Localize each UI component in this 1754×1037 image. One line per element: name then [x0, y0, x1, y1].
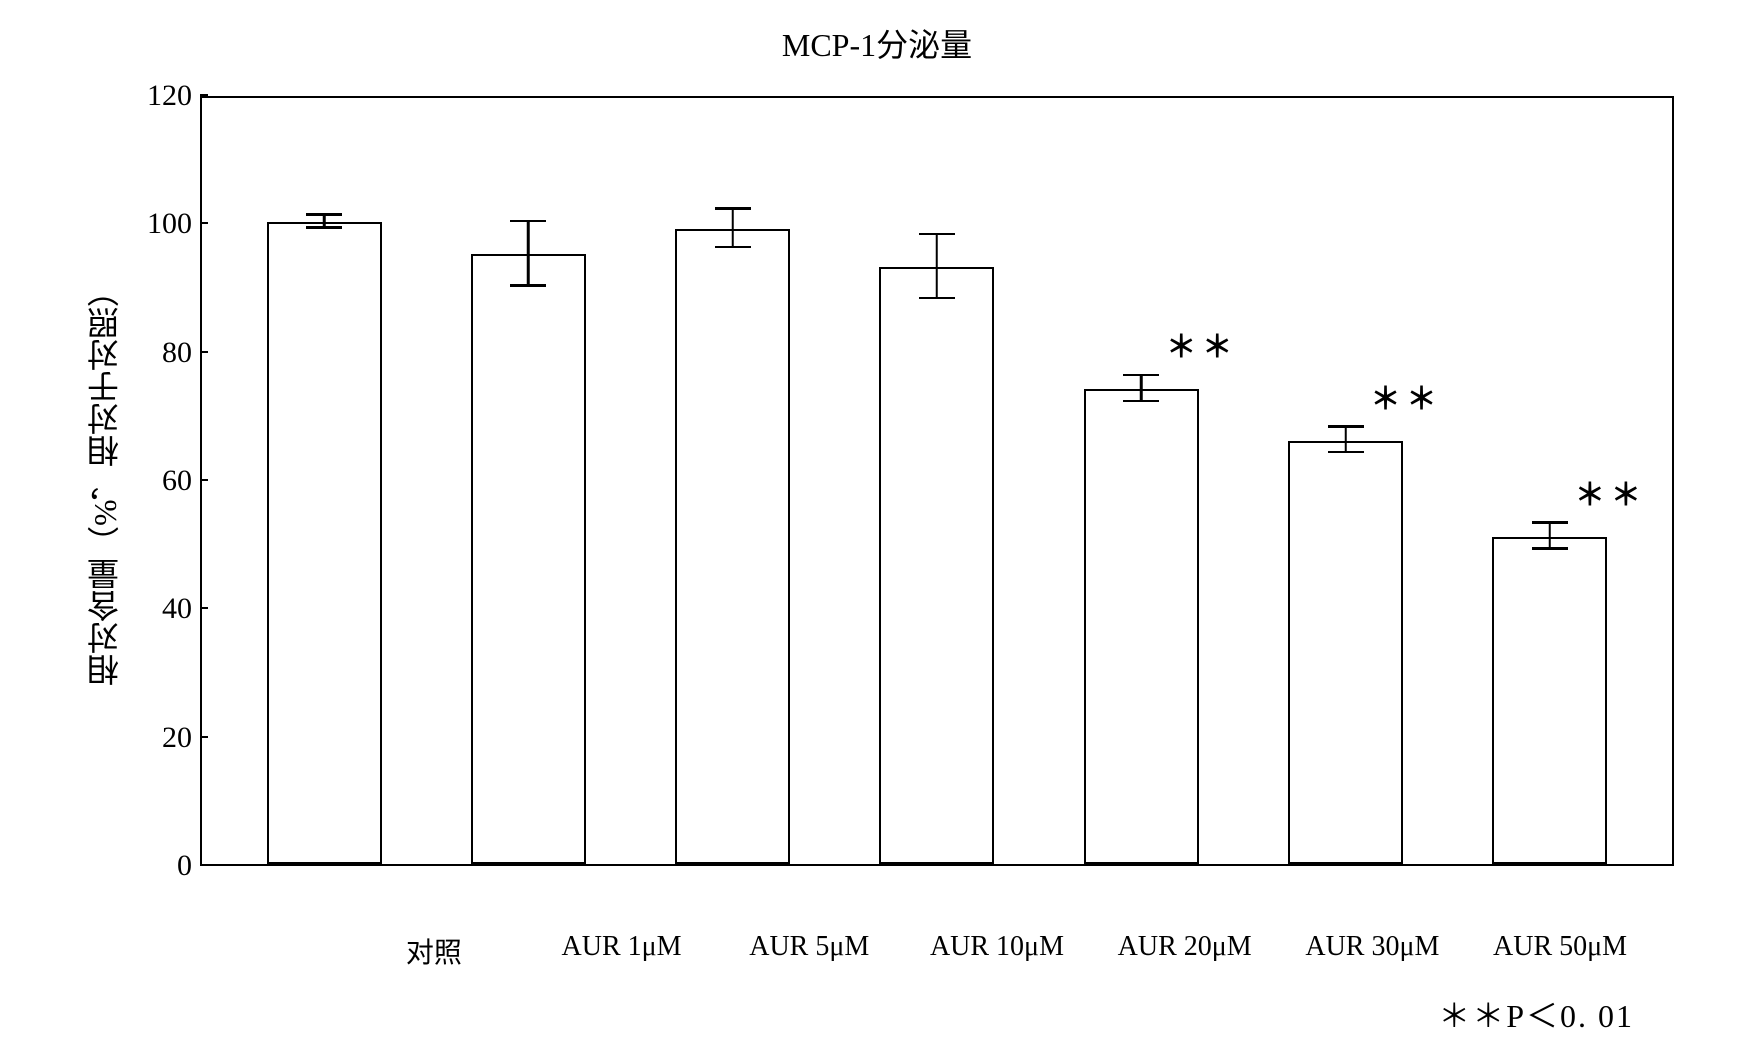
- y-axis-ticks: 020406080100120: [130, 96, 200, 866]
- y-tick-label: 60: [132, 464, 192, 498]
- significance-marker: ＊＊: [1166, 322, 1238, 366]
- y-tick-label: 120: [132, 79, 192, 113]
- error-bar-line: [1140, 376, 1143, 402]
- error-cap-top: [919, 233, 955, 236]
- x-labels-wrapper: 对照 AUR 1μM AUR 5μM AUR 10μM AUR 20μM AUR 30μM…: [80, 916, 1674, 971]
- bar: [879, 267, 994, 864]
- y-tick-label: 40: [132, 592, 192, 626]
- chart-container: MCP-1分泌量 相对含量（%，相对于对照） 0 20 40 60 80 100 120 ＊…: [80, 20, 1674, 1017]
- x-axis-label: AUR 50μM: [1490, 931, 1630, 971]
- x-axis-label: AUR 20μM: [1115, 931, 1255, 971]
- error-cap-top: [306, 213, 342, 216]
- error-cap-bottom: [1123, 400, 1159, 403]
- bar-group: [663, 98, 803, 864]
- bar: [675, 229, 790, 864]
- x-axis-label: AUR 30μM: [1302, 931, 1442, 971]
- error-bar-line: [1344, 428, 1347, 454]
- bar: [1492, 537, 1607, 864]
- plot-wrapper: 相对含量（%，相对于对照） 020406080100120 ＊＊＊＊＊＊: [80, 96, 1674, 916]
- y-axis-label: 相对含量（%，相对于对照）: [80, 96, 130, 866]
- chart-title: MCP-1分泌量: [80, 20, 1674, 66]
- plot-area: ＊＊＊＊＊＊: [200, 96, 1674, 866]
- error-bar-line: [527, 222, 530, 286]
- error-cap-bottom: [510, 284, 546, 287]
- significance-marker: ＊＊: [1575, 470, 1647, 514]
- error-cap-top: [1123, 374, 1159, 377]
- bar-group: ＊＊: [1480, 98, 1620, 864]
- y-tick-label: 0: [132, 849, 192, 883]
- error-cap-top: [510, 220, 546, 223]
- bars-container: ＊＊＊＊＊＊: [202, 98, 1672, 864]
- y-tick-label: 80: [132, 336, 192, 370]
- error-cap-bottom: [715, 246, 751, 249]
- error-bar-line: [1549, 524, 1552, 550]
- significance-marker: ＊＊: [1371, 374, 1443, 418]
- bar: [267, 222, 382, 864]
- x-axis-label: AUR 5μM: [739, 931, 879, 971]
- error-cap-bottom: [1532, 547, 1568, 550]
- bar-group: [254, 98, 394, 864]
- significance-footnote: ＊＊P＜0. 01: [80, 991, 1674, 1037]
- bar-group: [867, 98, 1007, 864]
- bar-group: ＊＊: [1071, 98, 1211, 864]
- x-axis-label: AUR 1μM: [552, 931, 692, 971]
- error-cap-top: [715, 207, 751, 210]
- bar: [471, 254, 586, 864]
- bar-group: [458, 98, 598, 864]
- x-axis-labels: 对照 AUR 1μM AUR 5μM AUR 10μM AUR 20μM AUR 30μM…: [320, 931, 1674, 971]
- error-cap-top: [1328, 425, 1364, 428]
- error-cap-bottom: [1328, 451, 1364, 454]
- error-bar-line: [936, 235, 939, 299]
- bar: [1288, 441, 1403, 865]
- error-cap-bottom: [919, 297, 955, 300]
- bar-group: ＊＊: [1276, 98, 1416, 864]
- error-cap-bottom: [306, 226, 342, 229]
- error-cap-top: [1532, 521, 1568, 524]
- x-axis-label: 对照: [364, 931, 504, 971]
- bar: [1084, 389, 1199, 864]
- y-tick-label: 20: [132, 721, 192, 755]
- y-tick-label: 100: [132, 207, 192, 241]
- x-axis-label: AUR 10μM: [927, 931, 1067, 971]
- error-bar-line: [731, 210, 734, 249]
